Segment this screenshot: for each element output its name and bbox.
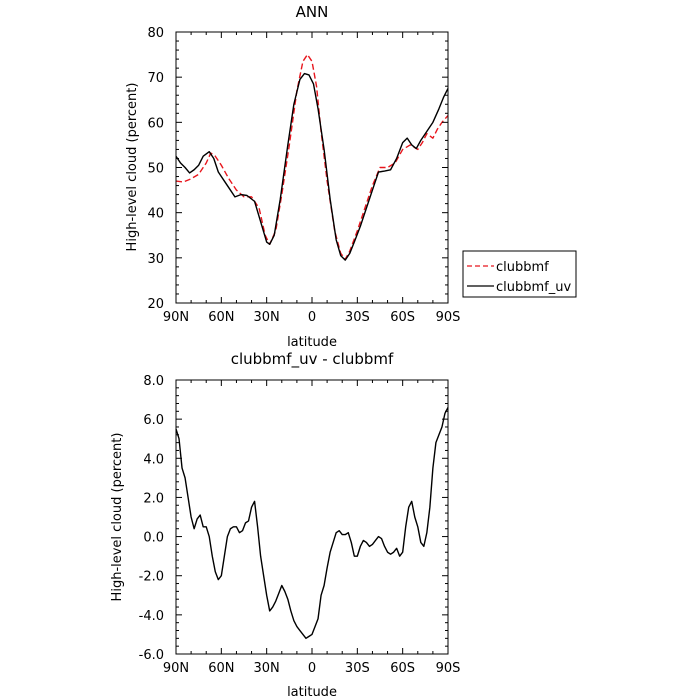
y-axis-label: High-level cloud (percent) xyxy=(110,433,125,602)
series-line-difference xyxy=(175,407,449,640)
chart-difference-high-cloud: clubbmf_uv - clubbmf 90N 60N 30N 0 30S 60S 90S… xyxy=(110,350,460,700)
y-tick-label: 2.0 xyxy=(143,491,164,506)
y-tick-label: 30 xyxy=(147,252,164,267)
x-tick-label: 0 xyxy=(308,310,316,325)
y-tick-label: 60 xyxy=(147,116,164,131)
x-axis: 90N 60N 30N 0 30S 60S 90S xyxy=(163,380,461,676)
x-tick-label: 30N xyxy=(254,310,280,325)
chart-title: clubbmf_uv - clubbmf xyxy=(231,350,394,369)
x-axis-label: latitude xyxy=(287,685,337,700)
y-tick-label: 80 xyxy=(147,26,164,41)
x-tick-label: 90S xyxy=(436,310,461,325)
y-tick-label: 40 xyxy=(147,207,164,222)
y-tick-label: 4.0 xyxy=(143,452,164,467)
x-tick-label: 90N xyxy=(163,310,189,325)
x-tick-label: 30S xyxy=(345,661,370,676)
y-tick-label: -2.0 xyxy=(139,570,164,585)
y-axis: -6.0 -4.0 -2.0 0.0 2.0 4.0 6.0 8.0 xyxy=(139,374,448,663)
x-tick-label: 60N xyxy=(208,661,234,676)
y-tick-label: 8.0 xyxy=(143,374,164,389)
x-tick-label: 60N xyxy=(208,310,234,325)
legend-box xyxy=(462,250,577,298)
series-line-clubbmf-uv xyxy=(175,72,449,261)
legend: clubbmf clubbmf_uv xyxy=(462,250,577,298)
chart-title: ANN xyxy=(296,3,329,21)
chart-annual-high-cloud: ANN 90N 60N 30N 0 30S 60S 90S 20 30 40 50 60 70 80 l… xyxy=(125,3,577,350)
x-tick-label: 90S xyxy=(436,661,461,676)
series-line-clubbmf xyxy=(175,53,449,260)
y-axis: 20 30 40 50 60 70 80 xyxy=(147,26,448,312)
series-layer xyxy=(175,407,449,640)
legend-label-clubbmf: clubbmf xyxy=(496,260,549,275)
y-tick-label: 70 xyxy=(147,71,164,86)
legend-label-clubbmf-uv: clubbmf_uv xyxy=(496,280,571,295)
x-tick-label: 60S xyxy=(390,661,415,676)
x-tick-label: 90N xyxy=(163,661,189,676)
x-tick-label: 60S xyxy=(390,310,415,325)
x-tick-label: 30N xyxy=(254,661,280,676)
x-axis-label: latitude xyxy=(287,335,337,350)
y-tick-label: 20 xyxy=(147,297,164,312)
y-tick-label: 0.0 xyxy=(143,531,164,546)
series-layer xyxy=(175,53,449,261)
x-tick-label: 0 xyxy=(308,661,316,676)
y-tick-label: -4.0 xyxy=(139,609,164,624)
x-axis: 90N 60N 30N 0 30S 60S 90S xyxy=(163,32,461,325)
y-axis-label: High-level cloud (percent) xyxy=(125,83,140,252)
y-tick-label: -6.0 xyxy=(139,648,164,663)
y-tick-label: 50 xyxy=(147,162,164,177)
y-tick-label: 6.0 xyxy=(143,413,164,428)
x-tick-label: 30S xyxy=(345,310,370,325)
